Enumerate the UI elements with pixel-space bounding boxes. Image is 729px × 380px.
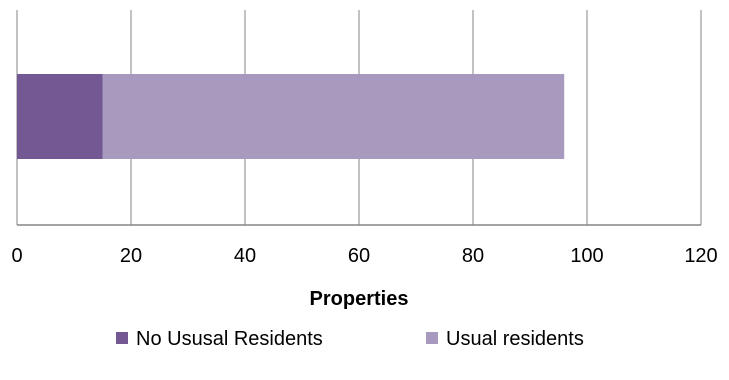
bar-segment-usual-residents [102,74,565,159]
x-tick-label: 0 [11,245,22,267]
x-tick-label: 120 [684,245,717,267]
x-axis-title: Properties [310,288,409,310]
x-tick-label: 40 [234,245,256,267]
x-tick-label: 20 [120,245,142,267]
legend: No Ususal Residents Usual residents [116,328,584,350]
x-tick-label: 100 [570,245,603,267]
x-tick-labels: 0 20 40 60 80 100 120 [11,245,717,267]
legend-swatch [116,332,128,344]
bar-segment-no-usual-residents [17,74,103,159]
x-tick-label: 60 [348,245,370,267]
x-tick-label: 80 [462,245,484,267]
bars [17,74,565,159]
legend-label: No Ususal Residents [136,328,323,350]
legend-swatch [426,332,438,344]
legend-item-no-usual-residents: No Ususal Residents [116,328,323,350]
legend-item-usual-residents: Usual residents [426,328,584,350]
legend-label: Usual residents [446,328,584,350]
